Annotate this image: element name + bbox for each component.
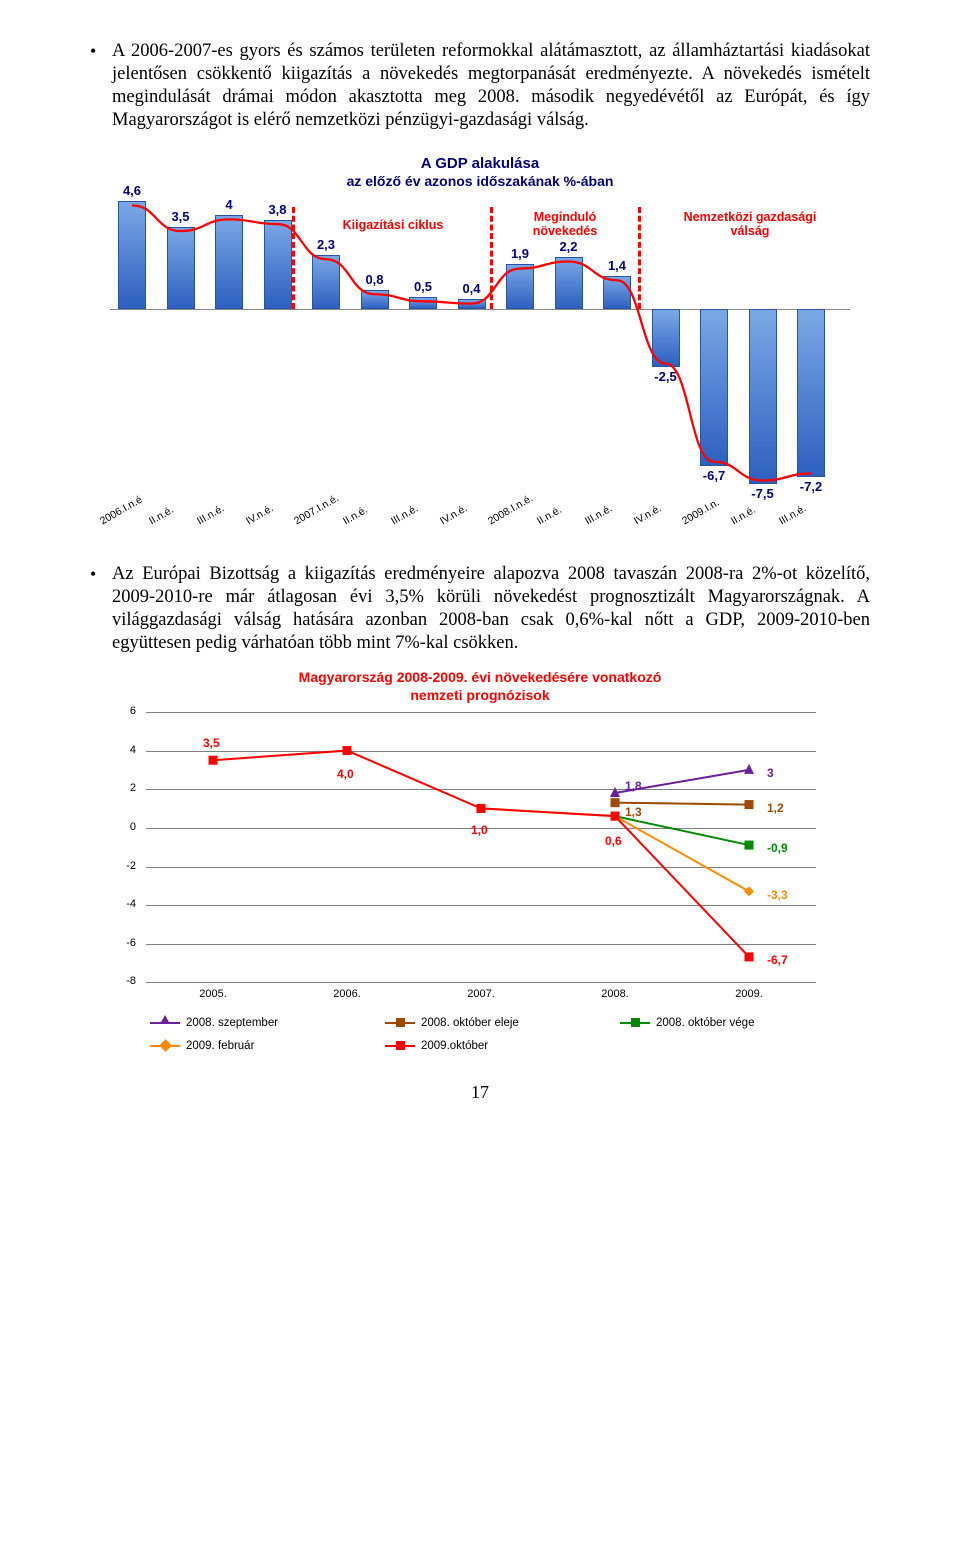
chart2-marker: [611, 812, 620, 821]
chart2-value-label: 3,5: [203, 736, 220, 751]
gdp-bar-label: -7,5: [741, 486, 785, 502]
chart2-value-label: -0,9: [767, 841, 788, 856]
chart2-marker: [343, 746, 352, 755]
legend-swatch: [150, 1045, 180, 1047]
chart1-divider: [292, 207, 295, 309]
chart2-value-label: 1,3: [625, 805, 642, 820]
chart1-xlabel: 2006.I.n.é: [98, 493, 145, 528]
legend-swatch: [150, 1022, 180, 1024]
legend-label: 2009. február: [186, 1039, 254, 1053]
page-number: 17: [90, 1081, 870, 1104]
chart2-value-label: 1,2: [767, 801, 784, 816]
chart2-legend: 2008. szeptember 2008. október eleje 2008.…: [150, 1016, 870, 1053]
chart1-xlabel: III.n.é.: [583, 502, 615, 528]
chart2-xlabel: 2006.: [317, 988, 377, 1002]
chart2-marker: [745, 953, 754, 962]
chart1-xlabel: IV.n.é.: [438, 502, 470, 528]
chart2-value-label: 1,0: [471, 823, 488, 838]
chart2-value-label: 0,6: [605, 834, 622, 849]
legend-item: 2009.október: [385, 1039, 570, 1053]
legend-swatch: [620, 1022, 650, 1024]
legend-marker: [396, 1041, 405, 1050]
chart1-annot-1: Kiigazítási ciklus: [318, 219, 468, 233]
chart2-series-line: [213, 751, 749, 957]
chart2-marker: [611, 798, 620, 807]
legend-marker: [160, 1015, 170, 1024]
forecast-line-chart: -8-6-4-202463,54,01,01,81,30,631,2-0,9-3…: [112, 712, 876, 1010]
legend-item: 2008. október vége: [620, 1016, 805, 1030]
chart2-marker: [209, 756, 218, 765]
chart1-annot-3: Nemzetközi gazdaságiválság: [660, 211, 840, 239]
legend-label: 2008. október eleje: [421, 1016, 519, 1030]
chart1-xlabel: III.n.é.: [195, 502, 227, 528]
chart1-annot-2: Megindulónövekedés: [505, 211, 625, 239]
chart2-marker: [745, 841, 754, 850]
chart2-marker: [477, 804, 486, 813]
chart2-value-label: 3: [767, 766, 774, 781]
bullet-paragraph-2: • Az Európai Bizottság a kiigazítás ered…: [90, 563, 870, 656]
chart2-title-l1: Magyarország 2008-2009. évi növekedésére…: [90, 669, 870, 687]
chart2-xlabel: 2005.: [183, 988, 243, 1002]
bullet-paragraph-1: • A 2006-2007-es gyors és számos terület…: [90, 40, 870, 133]
bullet-mark: •: [90, 40, 112, 133]
chart1-title: A GDP alakulása az előző év azonos idősz…: [90, 155, 870, 191]
legend-marker: [396, 1018, 405, 1027]
legend-marker: [631, 1018, 640, 1027]
chart2-title-l2: nemzeti prognózisok: [90, 687, 870, 705]
chart1-xlabel: 2008.I.n.é.: [486, 492, 536, 528]
legend-row: 2008. szeptember 2008. október eleje 2008.…: [150, 1016, 870, 1030]
para2-text: Az Európai Bizottság a kiigazítás eredmé…: [112, 563, 870, 656]
chart1-xlabel: III.n.é.: [777, 502, 809, 528]
chart2-marker: [745, 800, 754, 809]
legend-row: 2009. február 2009.október: [150, 1039, 870, 1053]
chart2-gridline: [146, 982, 816, 983]
chart1-xlabel: 2007.I.n.é.: [292, 492, 342, 528]
chart1-xlabel: II.n.é.: [147, 504, 176, 528]
chart2-xlabel: 2008.: [585, 988, 645, 1002]
chart1-divider: [490, 207, 493, 309]
bullet-mark: •: [90, 563, 112, 656]
chart1-xlabel: II.n.é.: [729, 504, 758, 528]
legend-swatch: [385, 1045, 415, 1047]
chart2-value-label: -6,7: [767, 953, 788, 968]
legend-marker: [159, 1039, 172, 1052]
chart2-series-line: [615, 816, 749, 845]
chart1-xlabel: 2009.I.n.: [680, 496, 722, 528]
legend-item: 2008. október eleje: [385, 1016, 570, 1030]
chart2-value-label: -3,3: [767, 888, 788, 903]
chart2-marker: [744, 887, 754, 897]
chart2-marker: [744, 764, 754, 774]
chart2-value-label: 4,0: [337, 767, 354, 782]
legend-item: 2009. február: [150, 1039, 335, 1053]
chart2-title: Magyarország 2008-2009. évi növekedésére…: [90, 669, 870, 704]
chart1-title-l1: A GDP alakulása: [90, 155, 870, 174]
gdp-bar-label: 4,6: [110, 183, 154, 199]
chart2-xlabel: 2009.: [719, 988, 779, 1002]
legend-label: 2008. október vége: [656, 1016, 754, 1030]
para1-text: A 2006-2007-es gyors és számos területen…: [112, 40, 870, 133]
gdp-trend-line: [110, 201, 850, 485]
chart1-xlabel: II.n.é.: [341, 504, 370, 528]
chart1-xlabel: II.n.é.: [535, 504, 564, 528]
chart2-svg: [112, 712, 876, 982]
legend-item: 2008. szeptember: [150, 1016, 335, 1030]
chart1-xlabel: III.n.é.: [389, 502, 421, 528]
chart1-title-l2: az előző év azonos időszakának %-ában: [90, 173, 870, 191]
legend-swatch: [385, 1022, 415, 1024]
chart2-xlabel: 2007.: [451, 988, 511, 1002]
chart1-xlabel: IV.n.é.: [244, 502, 276, 528]
legend-label: 2009.október: [421, 1039, 488, 1053]
legend-label: 2008. szeptember: [186, 1016, 278, 1030]
chart2-value-label: 1,8: [625, 779, 642, 794]
gdp-bar-chart: 4,63,543,82,30,80,50,41,92,21,4-2,5-6,7-…: [110, 201, 850, 535]
chart1-xlabel: IV.n.é.: [632, 502, 664, 528]
chart1-divider: [638, 207, 641, 309]
